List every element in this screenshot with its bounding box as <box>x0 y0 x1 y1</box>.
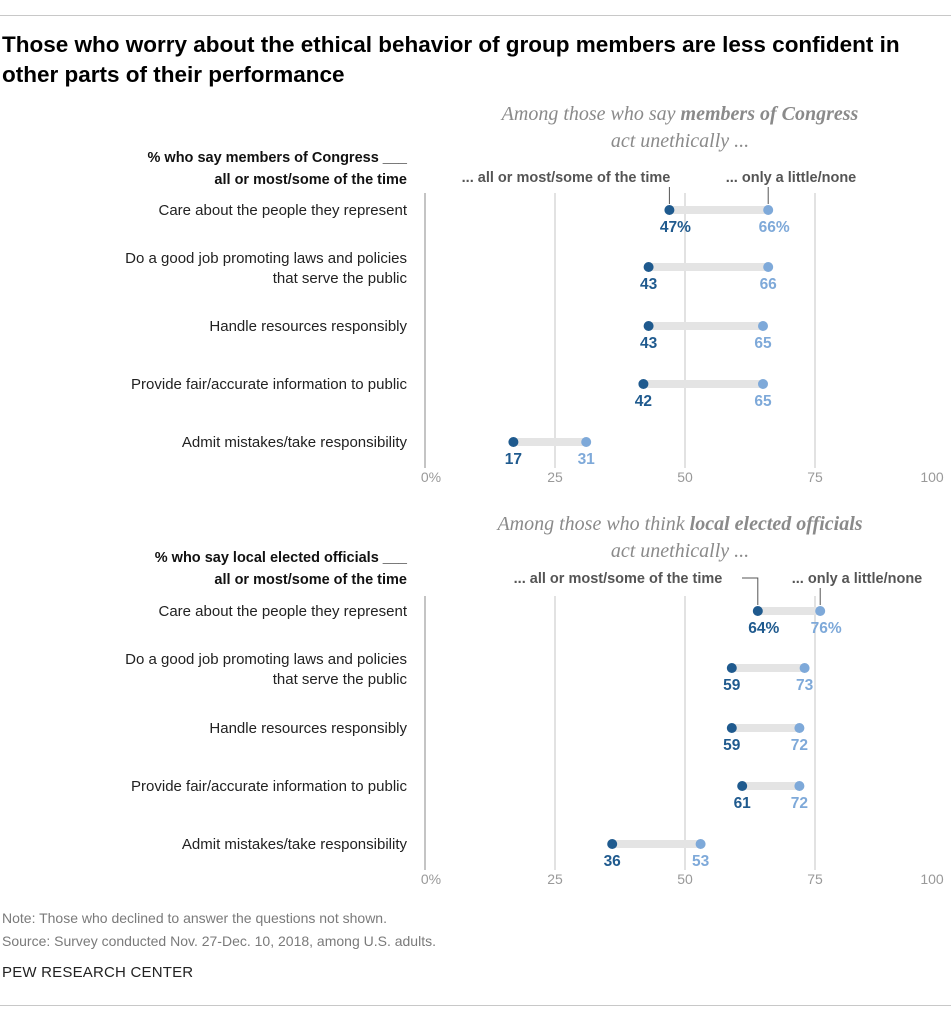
value-label-light: 65 <box>754 335 772 352</box>
x-tick-label: 75 <box>807 469 823 485</box>
x-tick-label: 0% <box>421 469 441 485</box>
value-label-dark: 43 <box>640 335 658 352</box>
value-label-dark: 43 <box>640 276 658 293</box>
dot-dark <box>638 379 649 389</box>
dot-light <box>794 781 805 791</box>
org-name: PEW RESEARCH CENTER <box>2 964 194 981</box>
x-tick-label: 50 <box>677 469 693 485</box>
dot-light <box>758 379 768 389</box>
panel-subtitle: Among those who say members of Congress <box>500 103 859 125</box>
value-label-dark: 42 <box>635 393 652 410</box>
row-label-line1: Do a good job promoting laws and policie… <box>125 651 407 668</box>
row-label-line1: Do a good job promoting laws and policie… <box>125 250 407 267</box>
dot-light <box>794 723 805 733</box>
x-tick-label: 25 <box>547 871 563 887</box>
dot-dark <box>726 663 737 673</box>
legend-label-dark: ... all or most/some of the time <box>514 571 723 587</box>
value-label-light: 73 <box>796 677 814 694</box>
value-label-light: 65 <box>754 393 772 410</box>
x-tick-label: 25 <box>547 469 563 485</box>
dot-light <box>815 606 826 616</box>
value-label-light: 66 <box>760 276 778 293</box>
row-label-line2: that serve the public <box>273 270 408 287</box>
x-tick-label: 100 <box>920 469 944 485</box>
value-label-dark: 47% <box>660 219 691 236</box>
dot-dark <box>737 781 748 791</box>
value-label-dark: 17 <box>505 451 522 468</box>
legend-label-dark: ... all or most/some of the time <box>462 170 671 186</box>
value-label-light: 53 <box>692 853 710 870</box>
dot-light <box>581 437 592 447</box>
dot-light <box>763 205 774 215</box>
value-label-light: 72 <box>791 737 808 754</box>
legend-leader-dark <box>742 577 759 605</box>
dot-dark <box>508 437 519 447</box>
subtitle-lead: Among those who say <box>500 103 681 125</box>
panel-subtitle: Among those who think local elected offi… <box>495 513 862 535</box>
row-label-line2: that serve the public <box>273 671 408 688</box>
value-label-dark: 36 <box>604 853 622 870</box>
value-label-light: 76% <box>811 620 842 637</box>
value-label-light: 72 <box>791 795 808 812</box>
row-label: Admit mistakes/take responsibility <box>182 836 408 853</box>
x-tick-label: 50 <box>677 871 693 887</box>
legend-label-light: ... only a little/none <box>792 571 923 587</box>
row-label: Provide fair/accurate information to pub… <box>131 778 407 795</box>
x-tick-label: 100 <box>920 871 944 887</box>
question-header-line1: % who say members of Congress ___ <box>148 150 408 166</box>
question-header-line2: all or most/some of the time <box>214 172 407 188</box>
dot-light <box>758 321 768 331</box>
subtitle-group: local elected officials <box>690 513 863 535</box>
value-label-dark: 64% <box>748 620 779 637</box>
bottom-rule <box>0 1005 951 1006</box>
x-tick-label: 0% <box>421 871 441 887</box>
subtitle-lead: Among those who think <box>495 513 689 535</box>
dot-dark <box>664 205 675 215</box>
question-header-line2: all or most/some of the time <box>214 572 407 588</box>
row-label: Handle resources responsibly <box>209 318 407 335</box>
question-header-line1: % who say local elected officials ___ <box>155 550 408 566</box>
dot-dark <box>752 606 763 616</box>
dot-light <box>799 663 810 673</box>
row-label: Provide fair/accurate information to pub… <box>131 376 407 393</box>
top-rule <box>0 15 951 16</box>
value-label-light: 31 <box>578 451 596 468</box>
dot-dark <box>726 723 737 733</box>
subtitle-group: members of Congress <box>681 103 859 125</box>
value-label-dark: 59 <box>723 737 741 754</box>
row-label: Handle resources responsibly <box>209 720 407 737</box>
note-text: Note: Those who declined to answer the q… <box>2 910 387 926</box>
row-label: Admit mistakes/take responsibility <box>182 434 408 451</box>
dot-dark <box>643 321 654 331</box>
legend-label-light: ... only a little/none <box>726 170 857 186</box>
source-text: Source: Survey conducted Nov. 27-Dec. 10… <box>2 933 436 949</box>
value-label-dark: 59 <box>723 677 741 694</box>
row-label: Care about the people they represent <box>158 202 407 219</box>
panel-subtitle-line2: act unethically ... <box>611 130 749 152</box>
value-label-light: 66% <box>759 219 790 236</box>
dot-light <box>763 262 774 272</box>
chart-title: Those who worry about the ethical behavi… <box>2 32 900 87</box>
dot-light <box>695 839 706 849</box>
row-label: Care about the people they represent <box>158 603 407 620</box>
panel-subtitle-line2: act unethically ... <box>611 540 749 562</box>
dot-dark <box>643 262 654 272</box>
dot-dark <box>607 839 618 849</box>
x-tick-label: 75 <box>807 871 823 887</box>
value-label-dark: 61 <box>734 795 752 812</box>
